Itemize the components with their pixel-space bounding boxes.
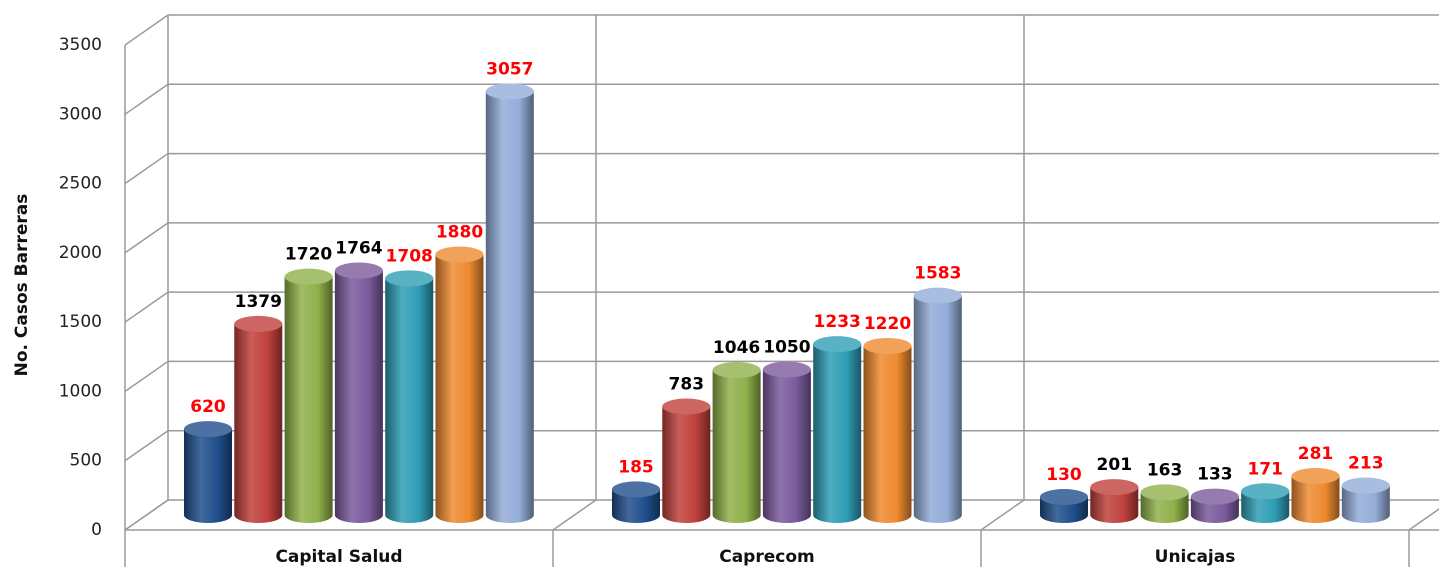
y-tick-label: 1500 <box>59 312 102 332</box>
bar <box>662 398 711 523</box>
divider <box>124 499 169 531</box>
bar <box>863 337 912 523</box>
bar <box>1241 483 1290 523</box>
grid-line <box>124 360 169 393</box>
y-tick-label: 0 <box>91 520 102 540</box>
bar <box>184 421 232 523</box>
data-label: 1720 <box>285 245 332 265</box>
bar <box>385 270 434 523</box>
bar <box>1190 488 1239 523</box>
data-label: 1764 <box>335 239 382 259</box>
data-label: 171 <box>1247 459 1283 479</box>
bar <box>813 336 862 523</box>
bar <box>1291 468 1340 523</box>
bar <box>762 361 811 523</box>
data-label: 3057 <box>486 59 533 79</box>
x-tick-label: Capital Salud <box>275 547 402 567</box>
y-axis-title: No. Casos Barreras <box>12 194 32 377</box>
y-tick-label: 3000 <box>59 104 102 124</box>
divider <box>1408 508 1439 531</box>
data-label: 185 <box>618 457 654 477</box>
data-label: 163 <box>1147 460 1183 480</box>
grid-line <box>124 14 169 46</box>
divider <box>552 499 597 531</box>
grid-line <box>124 152 169 185</box>
grid-line <box>124 430 169 462</box>
bar <box>1040 488 1088 523</box>
data-label: 1050 <box>763 338 810 358</box>
bar <box>913 287 962 523</box>
bar <box>485 83 534 523</box>
data-label: 1220 <box>864 314 911 334</box>
grid-line <box>124 291 169 323</box>
data-label: 1880 <box>436 222 483 242</box>
y-tick-label: 500 <box>70 451 102 471</box>
y-tick-label: 2500 <box>59 174 102 194</box>
x-tick-label: Caprecom <box>719 547 815 567</box>
grid-line <box>124 83 169 115</box>
data-label: 281 <box>1298 444 1334 464</box>
data-label: 130 <box>1046 465 1082 485</box>
bar <box>1140 484 1189 523</box>
data-label: 1379 <box>235 292 282 312</box>
bar <box>1341 477 1390 523</box>
y-tick-label: 2000 <box>59 243 102 263</box>
data-label: 201 <box>1097 455 1133 475</box>
x-tick-label: Unicajas <box>1155 547 1236 567</box>
data-label: 1233 <box>814 312 861 332</box>
grid-line <box>124 222 169 254</box>
bar <box>234 315 283 523</box>
bar <box>1090 479 1139 523</box>
bar <box>334 262 383 523</box>
data-label: 620 <box>190 397 226 417</box>
bar <box>284 268 333 523</box>
bar <box>712 362 761 523</box>
data-label: 133 <box>1197 465 1233 485</box>
data-label: 213 <box>1348 453 1384 473</box>
data-label: 1583 <box>914 264 961 284</box>
bar <box>612 481 660 523</box>
data-label: 1046 <box>713 338 760 358</box>
divider <box>980 499 1025 531</box>
y-tick-label: 3500 <box>59 35 102 55</box>
bar <box>435 246 484 523</box>
y-tick-label: 1000 <box>59 381 102 401</box>
data-label: 1708 <box>386 246 433 266</box>
data-label: 783 <box>669 374 705 394</box>
